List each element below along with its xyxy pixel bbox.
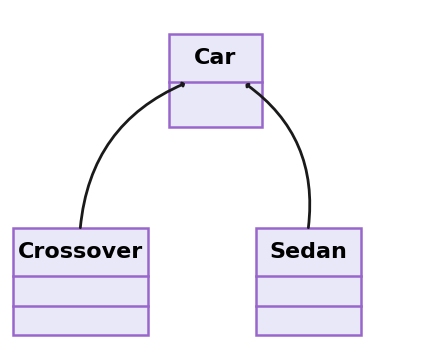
Text: Sedan: Sedan — [270, 242, 347, 262]
Text: Car: Car — [194, 48, 237, 68]
Bar — [13, 228, 148, 336]
Bar — [256, 228, 361, 336]
Bar — [169, 34, 262, 127]
Text: Crossover: Crossover — [18, 242, 143, 262]
FancyArrowPatch shape — [247, 84, 310, 228]
FancyArrowPatch shape — [80, 83, 184, 228]
